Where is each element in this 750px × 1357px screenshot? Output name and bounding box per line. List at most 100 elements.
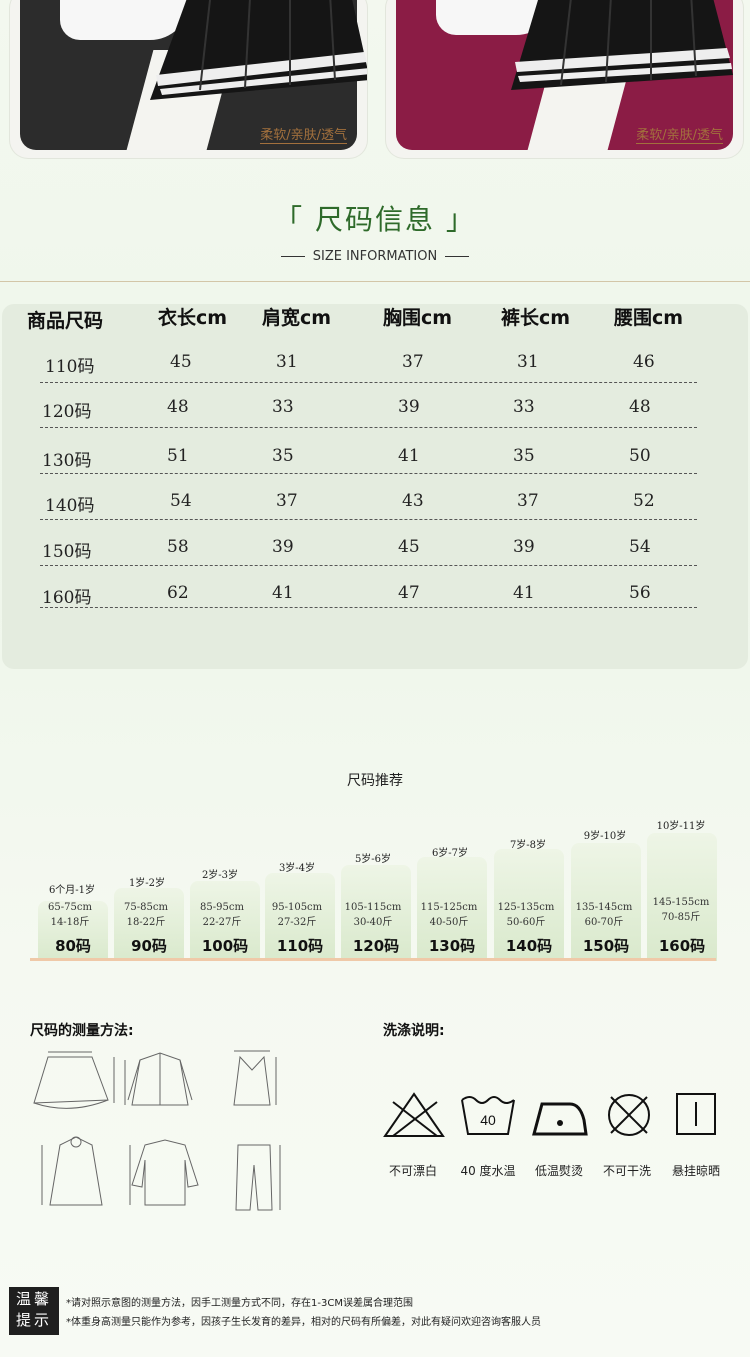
table-cell: 130码 <box>42 451 92 471</box>
table-cell: 47 <box>398 583 420 603</box>
table-cell: 110码 <box>45 357 95 377</box>
wash-label: 悬挂晾晒 <box>671 1164 720 1178</box>
tips-bar: 温馨 提示 *请对照示意图的测量方法，因手工测量方式不同，存在1-3CM误差属合… <box>0 1287 750 1335</box>
recommend-age: 1岁-2岁 <box>128 878 166 889</box>
table-cell: 35 <box>513 446 535 466</box>
recommend-age: 7岁-8岁 <box>509 840 547 851</box>
table-cell: 54 <box>170 491 192 511</box>
recommend-bar <box>190 881 260 961</box>
measure-title: 尺码的测量方法: <box>30 1023 134 1039</box>
recommend-bar <box>647 833 717 961</box>
recommend-size: 160码 <box>658 937 706 955</box>
no-dryclean-icon <box>608 1094 650 1136</box>
recommend-height: 125-135cm <box>497 902 555 913</box>
subtitle-text: SIZE INFORMATION <box>312 249 438 264</box>
recommend-range: 115-125cm 40-50斤 <box>409 900 489 930</box>
recommend-bar <box>38 901 108 961</box>
recommend-range: 145-155cm 70-85斤 <box>641 895 721 925</box>
recommend-bar <box>114 888 184 961</box>
recommend-size: 130码 <box>428 937 476 955</box>
recommend-bar <box>265 873 335 961</box>
skirt-image <box>511 0 733 90</box>
recommend-weight: 30-40斤 <box>353 917 393 928</box>
table-header: 衣长cm <box>158 307 228 329</box>
wash-label: 不可干洗 <box>602 1164 651 1178</box>
recommend-size: 80码 <box>55 937 91 955</box>
row-divider <box>40 607 697 608</box>
recommend-weight: 60-70斤 <box>584 917 624 928</box>
recommend-weight: 27-32斤 <box>277 917 317 928</box>
table-cell: 48 <box>167 397 189 417</box>
table-cell: 51 <box>167 446 189 466</box>
measurement-diagrams <box>33 1050 281 1211</box>
table-cell: 39 <box>513 537 535 557</box>
wash-label: 40 度水温 <box>460 1164 516 1178</box>
section-title: 「 尺码信息 」 <box>274 203 476 236</box>
table-header: 胸围cm <box>383 307 453 329</box>
recommend-range: 95-105cm 27-32斤 <box>257 900 337 930</box>
table-cell: 45 <box>170 352 192 372</box>
recommend-age: 5岁-6岁 <box>354 854 392 865</box>
table-cell: 33 <box>513 397 535 417</box>
tips-line: *体重身高测量只能作为参考，因孩子生长发育的差异，相对的尺码有所偏差，对此有疑问… <box>66 1317 541 1328</box>
table-cell: 56 <box>629 583 651 603</box>
product-card-right: 柔软/亲肤/透气 <box>386 0 743 158</box>
table-cell: 37 <box>402 352 424 372</box>
table-cell: 45 <box>398 537 420 557</box>
recommend-weight: 22-27斤 <box>202 917 242 928</box>
recommend-bar <box>571 843 641 961</box>
no-bleach-icon <box>383 1092 445 1137</box>
size-table <box>2 304 748 669</box>
recommend-size: 90码 <box>131 937 167 955</box>
recommend-range: 105-115cm 30-40斤 <box>333 900 413 930</box>
table-cell: 52 <box>633 491 655 511</box>
recommend-weight: 18-22斤 <box>126 917 166 928</box>
table-cell: 62 <box>167 583 189 603</box>
table-cell: 54 <box>629 537 651 557</box>
wash-label: 低温熨烫 <box>534 1164 583 1178</box>
recommend-range: 125-135cm 50-60斤 <box>486 900 566 930</box>
recommend-range: 75-85cm 18-22斤 <box>106 900 186 930</box>
table-cell: 41 <box>272 583 294 603</box>
low-iron-icon <box>532 1102 588 1136</box>
recommend-height: 65-75cm <box>48 902 92 913</box>
table-cell: 48 <box>629 397 651 417</box>
recommend-size: 100码 <box>201 937 249 955</box>
row-divider <box>40 427 697 428</box>
table-cell: 46 <box>633 352 655 372</box>
recommend-age: 10岁-11岁 <box>656 821 706 832</box>
recommend-size: 140码 <box>505 937 553 955</box>
recommend-bar <box>494 849 564 961</box>
card-tagline: 柔软/亲肤/透气 <box>260 124 347 144</box>
table-cell: 31 <box>276 352 298 372</box>
table-cell: 58 <box>167 537 189 557</box>
wash-40-icon: 40 <box>461 1096 515 1135</box>
table-cell: 43 <box>402 491 424 511</box>
table-cell: 39 <box>398 397 420 417</box>
product-card-left: 柔软/亲肤/透气 <box>10 0 367 158</box>
recommend-weight: 50-60斤 <box>506 917 546 928</box>
recommend-height: 145-155cm <box>652 897 710 908</box>
section-subtitle: SIZE INFORMATION <box>0 249 750 264</box>
table-cell: 120码 <box>42 402 92 422</box>
recommend-age: 3岁-4岁 <box>278 863 316 874</box>
table-cell: 41 <box>398 446 420 466</box>
table-header: 腰围cm <box>614 307 684 329</box>
recommend-height: 75-85cm <box>124 902 168 913</box>
recommend-bar <box>417 857 487 961</box>
recommend-title: 尺码推荐 <box>347 773 403 789</box>
recommend-age: 2岁-3岁 <box>201 870 239 881</box>
card-tagline: 柔软/亲肤/透气 <box>636 124 723 144</box>
washing-title: 洗涤说明: <box>383 1023 445 1039</box>
recommend-size: 150码 <box>582 937 630 955</box>
table-header: 裤长cm <box>501 307 571 329</box>
recommend-range: 135-145cm 60-70斤 <box>564 900 644 930</box>
row-divider <box>40 473 697 474</box>
recommend-bar <box>341 865 411 961</box>
wash-label: 不可漂白 <box>388 1164 437 1178</box>
recommend-size: 120码 <box>352 937 400 955</box>
tips-badge: 温馨 提示 <box>9 1287 59 1335</box>
recommend-age: 9岁-10岁 <box>583 831 627 842</box>
table-cell: 37 <box>276 491 298 511</box>
table-cell: 31 <box>517 352 539 372</box>
